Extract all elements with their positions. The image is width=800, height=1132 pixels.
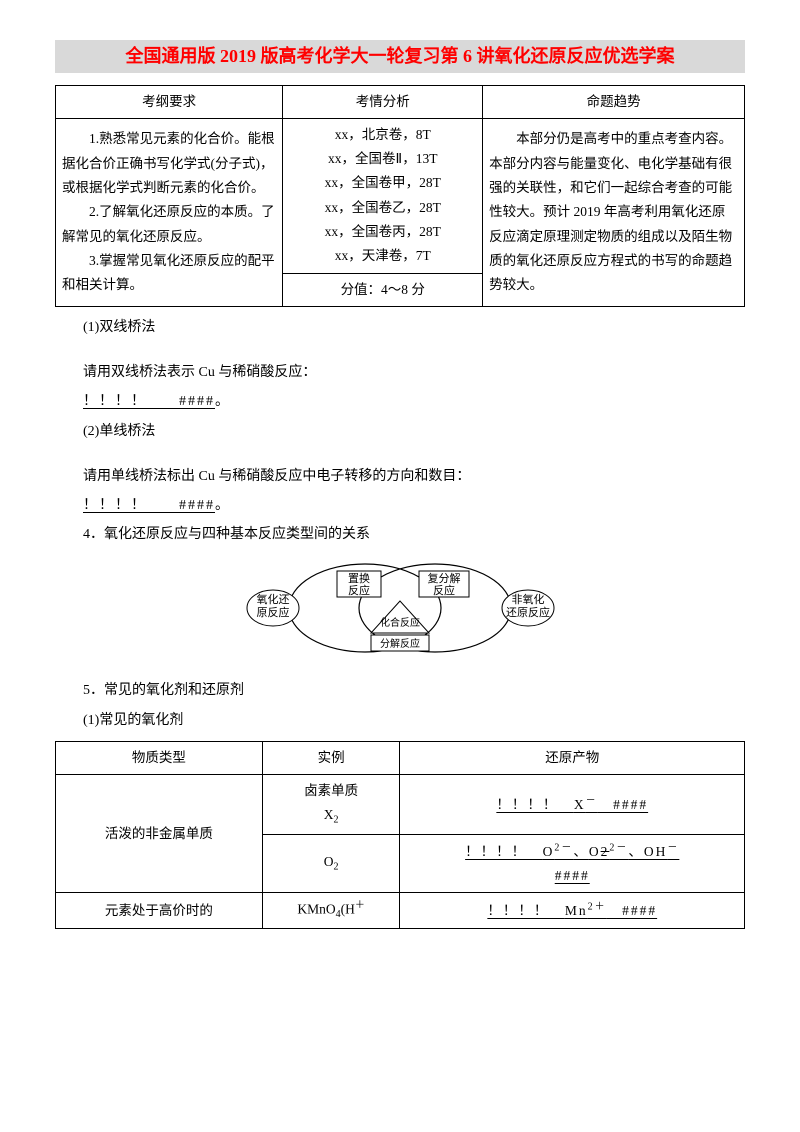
analysis-item: xx，全国卷甲，28T [289,171,476,195]
header-trend: 命题趋势 [483,85,745,118]
trend-cell: 本部分仍是高考中的重点考查内容。本部分内容与能量变化、电化学基础有很强的关联性，… [483,118,745,306]
ox-h-example: 实例 [262,741,400,774]
req-item-1: 1.熟悉常见元素的化合价。能根据化合价正确书写化学式(分子式)，或根据化学式判断… [62,127,276,200]
method-1-title: (1)双线桥法 [55,315,745,340]
score-cell: 分值：4～8 分 [283,273,483,306]
svg-text:反应: 反应 [433,583,455,597]
analysis-items-cell: xx，北京卷，8T xx，全国卷Ⅱ，13T xx，全国卷甲，28T xx，全国卷… [283,118,483,273]
analysis-item: xx，全国卷Ⅱ，13T [289,147,476,171]
doc-title: 全国通用版 2019 版高考化学大一轮复习第 6 讲氧化还原反应优选学案 [55,40,745,73]
ox-type-highvalence: 元素处于高价时的 [56,893,263,929]
svg-text:非氧化: 非氧化 [512,592,545,606]
ox-prod-halide: ！！！！ X－ #### [400,775,745,835]
analysis-item: xx，天津卷，7T [289,244,476,268]
oxidizer-table: 物质类型 实例 还原产物 活泼的非金属单质 卤素单质X2 ！！！！ X－ ###… [55,741,745,930]
ox-header-row: 物质类型 实例 还原产物 [56,741,745,774]
ox-ex-o2: O2 [262,835,400,893]
section-5-title: 5．常见的氧化剂和还原剂 [55,678,745,703]
req-item-2: 2.了解氧化还原反应的本质。了解常见的氧化还原反应。 [62,200,276,249]
section-4-title: 4．氧化还原反应与四种基本反应类型间的关系 [55,522,745,547]
syllabus-table: 考纲要求 考情分析 命题趋势 1.熟悉常见元素的化合价。能根据化合价正确书写化学… [55,85,745,307]
syllabus-header-row: 考纲要求 考情分析 命题趋势 [56,85,745,118]
subsection-5-1: (1)常见的氧化剂 [55,708,745,733]
ox-ex-halogen: 卤素单质X2 [262,775,400,835]
syllabus-row-1: 1.熟悉常见元素的化合价。能根据化合价正确书写化学式(分子式)，或根据化学式判断… [56,118,745,273]
question-1: 请用双线桥法表示 Cu 与稀硝酸反应： [55,360,745,385]
svg-text:原反应: 原反应 [257,605,290,619]
trend-text: 本部分仍是高考中的重点考查内容。本部分内容与能量变化、电化学基础有很强的关联性，… [489,127,738,297]
header-requirement: 考纲要求 [56,85,283,118]
ox-type-nonmetal: 活泼的非金属单质 [56,775,263,893]
svg-text:置换: 置换 [348,571,370,585]
ox-row-1a: 活泼的非金属单质 卤素单质X2 ！！！！ X－ #### [56,775,745,835]
ox-row-2: 元素处于高价时的 KMnO4(H＋ ！！！！ Mn2＋ #### [56,893,745,929]
header-analysis: 考情分析 [283,85,483,118]
svg-text:分解反应: 分解反应 [380,637,420,650]
answer-blank-2: ！！！！ ####。 [55,493,745,518]
answer-blank-1: ！！！！ ####。 [55,389,745,414]
ox-h-product: 还原产物 [400,741,745,774]
svg-text:反应: 反应 [348,583,370,597]
method-2-title: (2)单线桥法 [55,419,745,444]
ox-h-type: 物质类型 [56,741,263,774]
svg-text:还原反应: 还原反应 [506,605,550,619]
svg-text:氧化还: 氧化还 [257,592,290,606]
analysis-item: xx，全国卷乙，28T [289,196,476,220]
analysis-item: xx，北京卷，8T [289,123,476,147]
ox-ex-kmno4: KMnO4(H＋ [262,893,400,929]
svg-text:化合反应: 化合反应 [380,616,420,629]
requirement-cell: 1.熟悉常见元素的化合价。能根据化合价正确书写化学式(分子式)，或根据化学式判断… [56,118,283,306]
ox-prod-mn: ！！！！ Mn2＋ #### [400,893,745,929]
req-item-3: 3.掌握常见氧化还原反应的配平和相关计算。 [62,249,276,298]
question-2: 请用单线桥法标出 Cu 与稀硝酸反应中电子转移的方向和数目： [55,464,745,489]
ox-prod-oxide: ！！！！ O2－、O22－、OH－ #### [400,835,745,893]
venn-diagram: 氧化还 原反应 非氧化 还原反应 置换 反应 复分解 反应 化合反应 分解反应 [55,553,745,672]
reaction-types-svg: 氧化还 原反应 非氧化 还原反应 置换 反应 复分解 反应 化合反应 分解反应 [245,553,555,663]
analysis-item: xx，全国卷丙，28T [289,220,476,244]
svg-text:复分解: 复分解 [428,571,461,585]
